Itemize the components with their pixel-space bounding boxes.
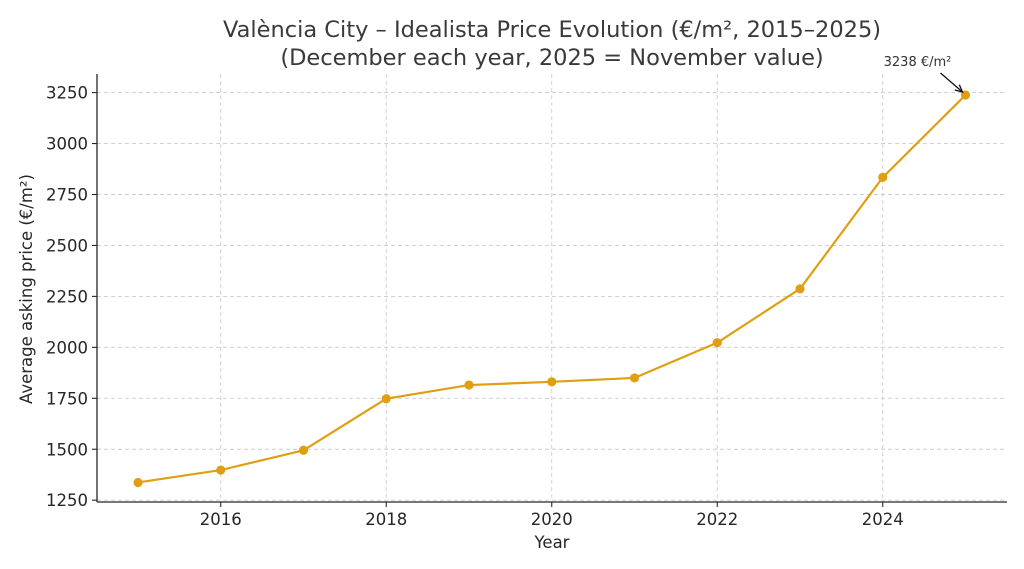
- y-tick-label: 2000: [46, 338, 88, 357]
- x-tick-label: 2022: [696, 510, 738, 529]
- y-tick-label: 1500: [46, 440, 88, 459]
- data-point: [133, 477, 143, 488]
- series: [133, 90, 971, 488]
- y-tick-label: 2500: [46, 236, 88, 255]
- data-point: [712, 338, 722, 348]
- x-tick-label: 2018: [365, 510, 407, 529]
- y-axis-label: Average asking price (€/m²): [17, 174, 36, 404]
- x-axis-label: Year: [534, 533, 570, 552]
- annotation-arrow: [940, 72, 963, 93]
- x-tick-label: 2016: [200, 510, 242, 529]
- x-tick-label: 2024: [862, 510, 904, 529]
- y-tick-label: 3250: [46, 84, 88, 103]
- data-point: [381, 394, 391, 404]
- x-tick-label: 2020: [531, 510, 573, 529]
- annotations: 3238 €/m²: [884, 55, 964, 94]
- chart-title: València City – Idealista Price Evolutio…: [223, 17, 881, 43]
- data-point: [629, 373, 640, 383]
- data-point: [547, 377, 557, 387]
- data-point: [878, 172, 888, 182]
- data-point: [298, 445, 309, 455]
- y-tick-label: 2250: [46, 287, 88, 306]
- y-tick-label: 3000: [46, 135, 88, 154]
- data-point: [216, 465, 226, 475]
- axes: 2016 2018 2020 2022 2024 1250 1500 1750 2000 2250…: [46, 74, 1007, 529]
- grid: [97, 74, 1007, 502]
- chart-subtitle: (December each year, 2025 = November val…: [280, 45, 823, 71]
- data-point: [795, 284, 805, 294]
- annotation-label: 3238 €/m²: [884, 55, 952, 70]
- y-tick-label: 2750: [46, 186, 88, 205]
- annotation-arrowhead: [954, 84, 964, 94]
- data-point: [464, 380, 474, 390]
- y-tick-label: 1750: [46, 389, 88, 408]
- y-tick-label: 1250: [46, 491, 88, 510]
